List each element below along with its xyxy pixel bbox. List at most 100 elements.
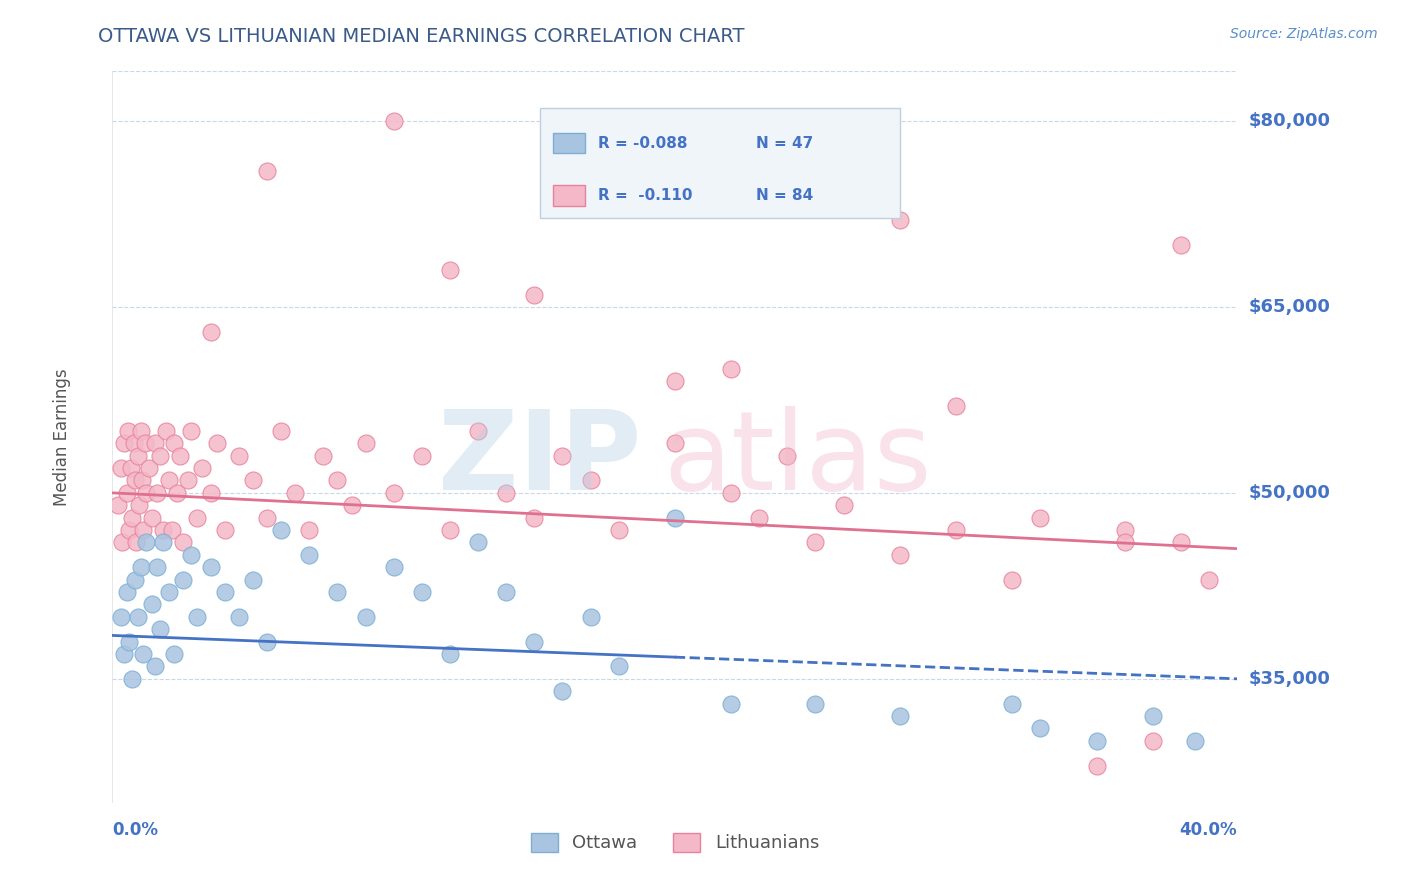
Point: [112, 436, 135, 450]
Point: [551, 684, 574, 698]
Point: [121, 510, 143, 524]
Point: [1114, 523, 1136, 537]
Point: [115, 585, 138, 599]
Text: N = 47: N = 47: [756, 136, 813, 151]
Point: [128, 498, 150, 512]
Point: [186, 610, 208, 624]
Point: [191, 461, 214, 475]
Point: [579, 474, 602, 488]
Point: [382, 486, 405, 500]
Point: [945, 399, 967, 413]
Point: [228, 449, 250, 463]
Point: [200, 325, 222, 339]
Point: [138, 461, 160, 475]
Text: Source: ZipAtlas.com: Source: ZipAtlas.com: [1230, 27, 1378, 41]
Point: [804, 697, 827, 711]
Point: [111, 535, 134, 549]
Point: [270, 424, 292, 438]
Point: [163, 436, 186, 450]
Point: [1142, 709, 1164, 723]
Point: [1142, 734, 1164, 748]
Legend: Ottawa, Lithuanians: Ottawa, Lithuanians: [523, 826, 827, 860]
Point: [382, 560, 405, 574]
Point: [523, 287, 546, 301]
Point: [152, 523, 174, 537]
Point: [832, 498, 855, 512]
Point: [180, 548, 202, 562]
Point: [1184, 734, 1206, 748]
Point: [121, 672, 143, 686]
Point: [382, 114, 405, 128]
Point: [607, 659, 630, 673]
Point: [889, 709, 911, 723]
Point: [228, 610, 250, 624]
Point: [135, 535, 157, 549]
Point: [122, 436, 145, 450]
Point: [354, 436, 377, 450]
Point: [149, 622, 172, 636]
Point: [125, 535, 148, 549]
Point: [180, 424, 202, 438]
Text: atlas: atlas: [664, 406, 932, 513]
Point: [131, 474, 153, 488]
Point: [200, 486, 222, 500]
Point: [1001, 697, 1024, 711]
Point: [129, 560, 152, 574]
Point: [1170, 238, 1192, 252]
Point: [146, 486, 169, 500]
FancyBboxPatch shape: [540, 108, 900, 218]
Point: [177, 474, 200, 488]
Point: [169, 449, 191, 463]
Point: [1114, 535, 1136, 549]
Text: $80,000: $80,000: [1249, 112, 1330, 130]
Point: [326, 585, 349, 599]
Point: [205, 436, 228, 450]
Point: [107, 498, 129, 512]
Text: 0.0%: 0.0%: [112, 822, 159, 839]
Point: [720, 486, 742, 500]
Point: [157, 585, 180, 599]
Text: 40.0%: 40.0%: [1180, 822, 1237, 839]
Point: [284, 486, 307, 500]
Point: [439, 523, 461, 537]
Point: [132, 523, 155, 537]
Point: [155, 424, 177, 438]
Point: [256, 163, 278, 178]
Point: [143, 659, 166, 673]
Point: [200, 560, 222, 574]
Point: [166, 486, 188, 500]
Point: [214, 523, 236, 537]
Point: [163, 647, 186, 661]
Point: [354, 610, 377, 624]
Point: [298, 548, 321, 562]
Point: [1085, 734, 1108, 748]
Point: [579, 610, 602, 624]
FancyBboxPatch shape: [554, 133, 585, 153]
Point: [664, 374, 686, 388]
Point: [172, 573, 194, 587]
Point: [242, 474, 264, 488]
Point: [134, 436, 156, 450]
Point: [115, 486, 138, 500]
Point: [149, 449, 172, 463]
Point: [124, 474, 146, 488]
Text: OTTAWA VS LITHUANIAN MEDIAN EARNINGS CORRELATION CHART: OTTAWA VS LITHUANIAN MEDIAN EARNINGS COR…: [98, 27, 745, 45]
Text: Median Earnings: Median Earnings: [53, 368, 70, 506]
Point: [889, 548, 911, 562]
Text: N = 84: N = 84: [756, 188, 813, 203]
Point: [214, 585, 236, 599]
Point: [312, 449, 335, 463]
Point: [141, 510, 163, 524]
Point: [411, 449, 433, 463]
Point: [776, 449, 799, 463]
Point: [127, 449, 149, 463]
Point: [1001, 573, 1024, 587]
Point: [720, 362, 742, 376]
Point: [112, 647, 135, 661]
Point: [120, 461, 142, 475]
Point: [298, 523, 321, 537]
Point: [607, 523, 630, 537]
Point: [326, 474, 349, 488]
Point: [135, 486, 157, 500]
Point: [132, 647, 155, 661]
